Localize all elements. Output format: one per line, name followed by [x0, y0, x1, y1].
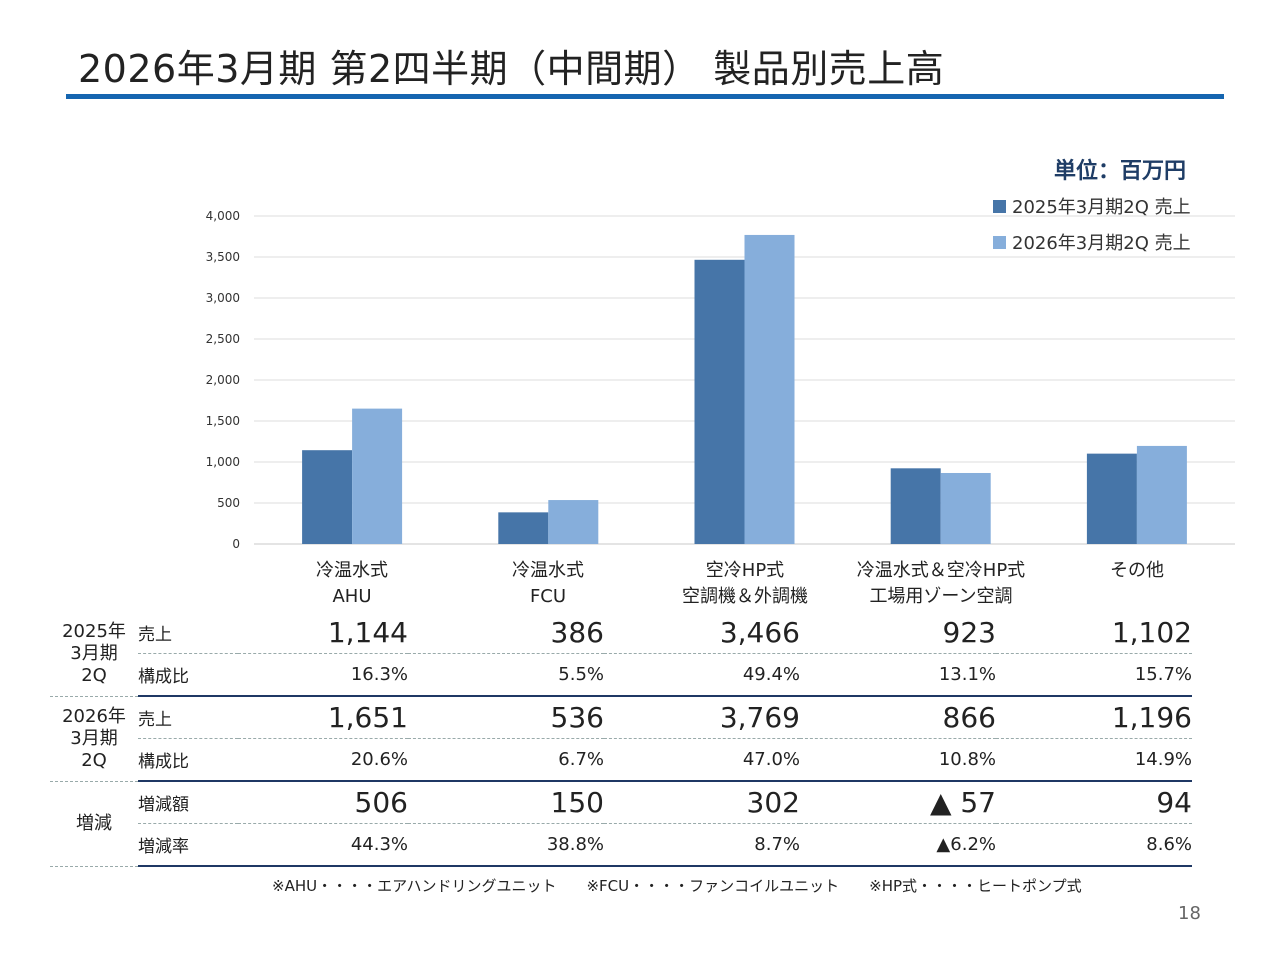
chart-legend: 2025年3月期2Q 売上 2026年3月期2Q 売上: [993, 188, 1191, 260]
legend-label-2026: 2026年3月期2Q 売上: [1012, 233, 1191, 254]
y-tick-label-500: 500: [217, 496, 240, 510]
cell-rate-factory: ▲6.2%: [800, 823, 996, 867]
bar-series1-cat3: [694, 259, 745, 544]
cell-sales-2026-hp: 3,769: [604, 696, 800, 739]
category-label-ahu: 冷温水式 AHU: [252, 558, 452, 610]
y-tick-label-1500: 1,500: [206, 414, 240, 428]
table-row-sales-2026: 2026年 3月期 2Q 売上 1,651 536 3,769 866 1,19…: [50, 696, 1192, 782]
cell-sales-2026-other: 1,196: [996, 696, 1192, 739]
cell-ratio-2025-fcu: 5.5%: [408, 653, 604, 697]
page-number: 18: [1178, 903, 1201, 924]
y-tick-label-2000: 2,000: [206, 373, 240, 387]
cell-rate-ahu: 44.3%: [238, 823, 408, 867]
table-row-ratio-2025: 構成比 16.3% 5.5% 49.4% 13.1% 15.7%: [50, 653, 1192, 697]
legend-item-2026: 2026年3月期2Q 売上: [993, 224, 1191, 260]
bar-series2-cat4: [940, 472, 991, 544]
category-label-other: その他: [1037, 558, 1237, 584]
cell-diff-other: 94: [996, 781, 1192, 824]
cell-ratio-2025-factory: 13.1%: [800, 653, 996, 697]
cell-ratio-2025-hp: 49.4%: [604, 653, 800, 697]
cell-ratio-2026-fcu: 6.7%: [408, 738, 604, 782]
row-label-ratio-2025: 構成比: [138, 653, 238, 697]
bar-series1-cat4: [890, 468, 941, 544]
legend-item-2025: 2025年3月期2Q 売上: [993, 188, 1191, 224]
cell-diff-factory: ▲ 57: [800, 781, 996, 824]
category-label-hp-line1: 空冷HP式: [705, 560, 785, 581]
cell-ratio-2026-factory: 10.8%: [800, 738, 996, 782]
table-row-sales-2025: 2025年 3月期 2Q 売上 1,144 386 3,466 923 1,10…: [50, 612, 1192, 697]
cell-sales-2025-other: 1,102: [996, 612, 1192, 654]
title-underline: [66, 94, 1224, 99]
category-label-hp: 空冷HP式 空調機＆外調機: [645, 558, 845, 610]
cell-sales-2026-factory: 866: [800, 696, 996, 739]
category-label-other-line1: その他: [1110, 560, 1164, 581]
y-tick-label-3000: 3,000: [206, 291, 240, 305]
bar-series2-cat2: [548, 500, 599, 544]
table-row-ratio-2026: 構成比 20.6% 6.7% 47.0% 10.8% 14.9%: [50, 738, 1192, 782]
cell-sales-2026-fcu: 536: [408, 696, 604, 739]
table-row-diff: 増減 増減額 506 150 302 ▲ 57 94: [50, 781, 1192, 867]
y-tick-label-1000: 1,000: [206, 455, 240, 469]
category-label-fcu-line2: FCU: [529, 586, 567, 607]
footnote: ※AHU・・・・エアハンドリングユニット ※FCU・・・・ファンコイルユニット …: [272, 877, 1082, 895]
bar-chart: 0 500 1,000 1,500 2,000 2,500 3,000 3,500 4,000: [206, 209, 1235, 551]
category-label-factory: 冷温水式＆空冷HP式 工場用ゾーン空調: [841, 558, 1041, 610]
cell-rate-fcu: 38.8%: [408, 823, 604, 867]
cell-rate-other: 8.6%: [996, 823, 1192, 867]
bar-series2-cat3: [744, 234, 795, 544]
category-label-fcu-line1: 冷温水式: [512, 560, 584, 581]
row-label-sales-2025: 売上: [138, 612, 238, 654]
cell-ratio-2026-hp: 47.0%: [604, 738, 800, 782]
cell-diff-hp: 302: [604, 781, 800, 824]
bar-series1-cat1: [302, 450, 353, 544]
cell-rate-hp: 8.7%: [604, 823, 800, 867]
table-row-rate: 増減率 44.3% 38.8% 8.7% ▲6.2% 8.6%: [50, 823, 1192, 867]
group-label-change: 増減: [50, 781, 138, 867]
y-tick-label-0: 0: [232, 537, 240, 551]
cell-sales-2025-hp: 3,466: [604, 612, 800, 654]
y-tick-label-2500: 2,500: [206, 332, 240, 346]
cell-ratio-2026-other: 14.9%: [996, 738, 1192, 782]
y-tick-label-4000: 4,000: [206, 209, 240, 223]
group-label-2025: 2025年 3月期 2Q: [50, 612, 138, 697]
category-label-factory-line2: 工場用ゾーン空調: [869, 586, 1013, 607]
cell-ratio-2025-ahu: 16.3%: [238, 653, 408, 697]
cell-ratio-2025-other: 15.7%: [996, 653, 1192, 697]
row-label-ratio-2026: 構成比: [138, 738, 238, 782]
y-tick-label-3500: 3,500: [206, 250, 240, 264]
data-table: 2025年 3月期 2Q 売上 1,144 386 3,466 923 1,10…: [50, 612, 1192, 867]
cell-diff-ahu: 506: [238, 781, 408, 824]
cell-sales-2025-fcu: 386: [408, 612, 604, 654]
row-label-rate: 増減率: [138, 823, 238, 867]
legend-label-2025: 2025年3月期2Q 売上: [1012, 197, 1191, 218]
category-label-hp-line2: 空調機＆外調機: [682, 586, 808, 607]
legend-swatch-2026: [993, 235, 1006, 249]
group-label-2026: 2026年 3月期 2Q: [50, 696, 138, 782]
bar-series1-cat2: [498, 512, 549, 544]
cell-diff-fcu: 150: [408, 781, 604, 824]
category-label-ahu-line2: AHU: [332, 586, 372, 607]
bar-series1-cat5: [1086, 453, 1137, 544]
row-label-sales-2026: 売上: [138, 696, 238, 739]
cell-sales-2025-ahu: 1,144: [238, 612, 408, 654]
cell-ratio-2026-ahu: 20.6%: [238, 738, 408, 782]
category-label-fcu: 冷温水式 FCU: [448, 558, 648, 610]
unit-label: 単位：百万円: [1054, 159, 1187, 184]
category-label-ahu-line1: 冷温水式: [316, 560, 388, 581]
bar-series2-cat1: [352, 408, 403, 544]
bar-series2-cat5: [1136, 445, 1187, 544]
page-title: 2026年3月期 第2四半期（中間期） 製品別売上高: [78, 47, 945, 91]
cell-sales-2026-ahu: 1,651: [238, 696, 408, 739]
cell-sales-2025-factory: 923: [800, 612, 996, 654]
row-label-diff: 増減額: [138, 781, 238, 824]
legend-swatch-2025: [993, 199, 1006, 213]
category-label-factory-line1: 冷温水式＆空冷HP式: [856, 560, 1026, 581]
